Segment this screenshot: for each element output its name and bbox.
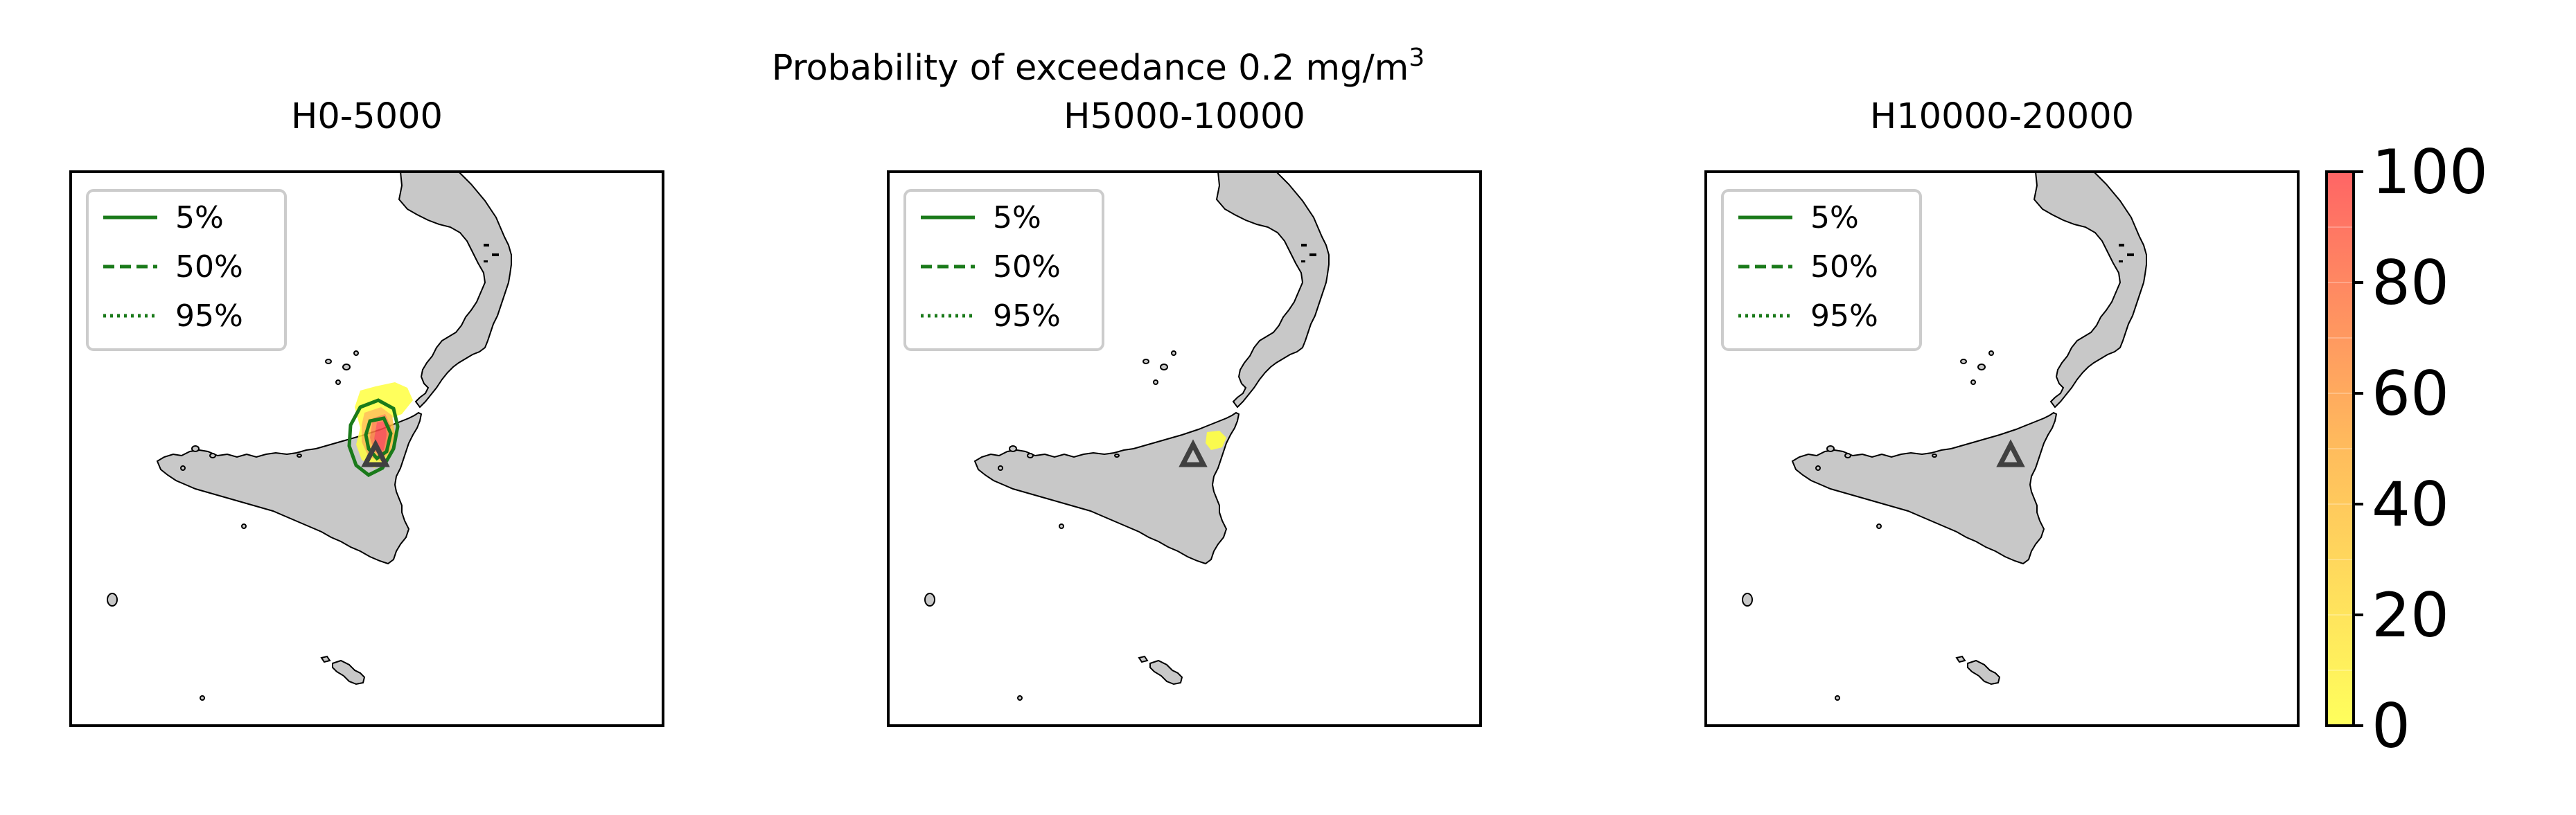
legend-box	[86, 189, 287, 351]
legend-label: 50%	[175, 249, 243, 285]
island	[1309, 253, 1316, 256]
volcano-triangle-icon	[361, 439, 390, 467]
map-panel-2: H5000-10000 5% 50% 95%	[887, 96, 1482, 727]
panel-title: H5000-10000	[1064, 96, 1305, 137]
volcano-triangle-icon	[1996, 439, 2025, 467]
map-panel-1: H0-5000 5% 50% 95%	[69, 96, 664, 727]
colorbar-tick-label: 80	[2372, 247, 2449, 319]
island	[1815, 465, 1821, 471]
malta-landmass	[1149, 659, 1183, 686]
malta-landmass	[332, 659, 366, 686]
colorbar: 0 20 40 60 80 100	[2325, 136, 2488, 762]
legend-box	[903, 189, 1104, 351]
map-frame	[69, 170, 664, 727]
island	[107, 593, 118, 607]
island	[1970, 379, 1976, 385]
island	[180, 465, 186, 471]
island	[1143, 359, 1149, 364]
legend-label: 50%	[1810, 249, 1878, 285]
colorbar-tick-label: 60	[2372, 358, 2449, 429]
island	[1876, 523, 1882, 529]
island	[297, 454, 302, 458]
panel-title: H10000-20000	[1870, 96, 2134, 137]
island	[1017, 695, 1023, 701]
colorbar-tick-label: 20	[2372, 580, 2449, 651]
sicily-landmass	[1791, 411, 2058, 565]
island	[1988, 350, 1994, 356]
gozo-landmass	[1138, 655, 1149, 663]
island	[1960, 359, 1967, 364]
legend-box	[1721, 189, 1922, 351]
malta-landmass	[1967, 659, 2001, 686]
island	[1301, 244, 1307, 247]
legend-label: 95%	[1810, 298, 1878, 334]
island	[1153, 379, 1158, 385]
calabria-landmass	[1215, 172, 1330, 409]
island	[2119, 244, 2124, 247]
calabria-landmass	[2033, 172, 2147, 409]
island	[492, 253, 499, 256]
island	[335, 379, 341, 385]
island	[1114, 454, 1120, 458]
island	[1932, 454, 1937, 458]
island	[2119, 260, 2123, 262]
legend: 5% 50% 95%	[1721, 189, 1922, 351]
map-panel-3: H10000-20000 5% 50% 95%	[1704, 96, 2300, 727]
probability-field	[1206, 431, 1226, 450]
island	[209, 453, 216, 458]
legend-label: 5%	[175, 200, 224, 235]
sicily-landmass	[973, 411, 1240, 565]
legend-label: 5%	[993, 200, 1041, 235]
island	[1844, 453, 1851, 458]
panel-title: H0-5000	[291, 96, 443, 137]
island	[200, 695, 205, 701]
map-frame	[1704, 170, 2300, 727]
island	[998, 465, 1003, 471]
island	[1009, 445, 1017, 452]
legend-label: 95%	[993, 298, 1061, 334]
island	[1301, 260, 1305, 262]
volcano-triangle-icon	[1179, 439, 1208, 467]
island	[342, 364, 351, 370]
island	[1160, 364, 1168, 370]
gozo-landmass	[1955, 655, 1966, 663]
colorbar-fill	[2327, 172, 2354, 726]
calabria-landmass	[398, 172, 512, 409]
legend: 5% 50% 95%	[86, 189, 287, 351]
island	[1171, 350, 1176, 356]
island	[1826, 445, 1835, 452]
sicily-landmass	[156, 411, 423, 565]
island	[241, 523, 247, 529]
colorbar-tick-label: 100	[2372, 136, 2488, 208]
island	[353, 350, 359, 356]
island	[924, 593, 935, 607]
figure-title: Probability of exceedance 0.2 mg/m3	[772, 44, 1424, 89]
colorbar-frame	[2325, 170, 2355, 727]
colorbar-tick-label: 40	[2372, 469, 2449, 540]
legend-label: 5%	[1810, 200, 1859, 235]
island	[1977, 364, 1986, 370]
island	[484, 260, 488, 262]
island	[1027, 453, 1034, 458]
gozo-landmass	[320, 655, 331, 663]
legend-label: 50%	[993, 249, 1061, 285]
map-frame	[887, 170, 1482, 727]
legend-label: 95%	[175, 298, 243, 334]
island	[1742, 593, 1753, 607]
island	[191, 445, 200, 452]
island	[1059, 523, 1064, 529]
island	[1835, 695, 1840, 701]
island	[325, 359, 332, 364]
colorbar-tick-label: 0	[2372, 690, 2410, 762]
island	[2127, 253, 2134, 256]
legend: 5% 50% 95%	[903, 189, 1104, 351]
island	[484, 244, 489, 247]
